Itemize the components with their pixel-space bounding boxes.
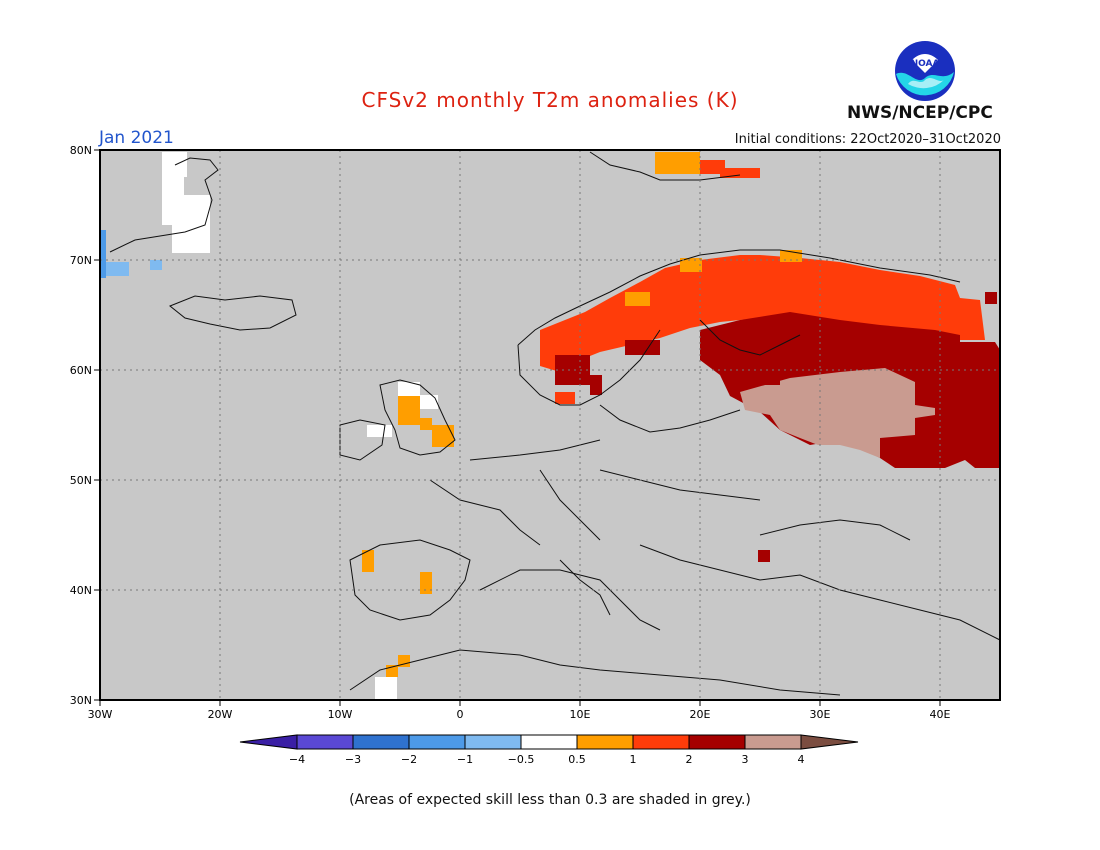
colorbar-tick-label: 1: [630, 753, 637, 766]
graticule: [100, 150, 1000, 700]
colorbar-tick-label: −0.5: [508, 753, 535, 766]
colorbar: [239, 734, 859, 750]
lon-label-30e: 30E: [810, 708, 831, 721]
colorbar-tick-label: −1: [457, 753, 473, 766]
lat-label-30n: 30N: [70, 694, 92, 707]
colorbar-segment-1-2: [632, 734, 690, 750]
colorbar-tick-label: −4: [289, 753, 305, 766]
initial-conditions-label: Initial conditions: 22Oct2020–31Oct2020: [734, 132, 1001, 147]
colorbar-segment-neutral: [520, 734, 578, 750]
lat-label-70n: 70N: [70, 254, 92, 267]
lon-label-20e: 20E: [690, 708, 711, 721]
noaa-logo-icon: NOAA: [895, 41, 955, 101]
lon-label-30w: 30W: [88, 708, 113, 721]
lat-label-40n: 40N: [70, 584, 92, 597]
lon-label-10w: 10W: [328, 708, 353, 721]
colorbar-segment-1-05: [464, 734, 522, 750]
lat-label-50n: 50N: [70, 474, 92, 487]
colorbar-tick-label: −3: [345, 753, 361, 766]
svg-text:NOAA: NOAA: [911, 59, 940, 69]
lon-label-10e: 10E: [570, 708, 591, 721]
colorbar-segment-2-1: [408, 734, 466, 750]
colorbar-tick-label: 4: [798, 753, 805, 766]
map-frame: [99, 149, 1001, 701]
colorbar-segment-below-4: [239, 734, 298, 750]
colorbar-segment-3-2: [352, 734, 410, 750]
colorbar-segment-05-1: [576, 734, 634, 750]
colorbar-segment-above-4: [800, 734, 859, 750]
lon-label-40e: 40E: [930, 708, 951, 721]
lon-label-0: 0: [457, 708, 464, 721]
skill-footnote: (Areas of expected skill less than 0.3 a…: [349, 792, 751, 808]
map-title: CFSv2 monthly T2m anomalies (K): [361, 88, 739, 112]
lat-label-80n: 80N: [70, 144, 92, 157]
colorbar-tick-label: 3: [742, 753, 749, 766]
colorbar-tick-label: 2: [686, 753, 693, 766]
anomaly-cells: [101, 152, 1000, 699]
colorbar-segment-4-3: [296, 734, 354, 750]
colorbar-segment-2-3: [688, 734, 746, 750]
lon-label-20w: 20W: [208, 708, 233, 721]
forecast-month-label: Jan 2021: [99, 128, 174, 148]
colorbar-tick-label: 0.5: [568, 753, 586, 766]
colorbar-tick-label: −2: [401, 753, 417, 766]
colorbar-segment-3-4: [744, 734, 802, 750]
lat-label-60n: 60N: [70, 364, 92, 377]
organization-label: NWS/NCEP/CPC: [847, 103, 993, 123]
axis-ticks: [94, 149, 941, 706]
